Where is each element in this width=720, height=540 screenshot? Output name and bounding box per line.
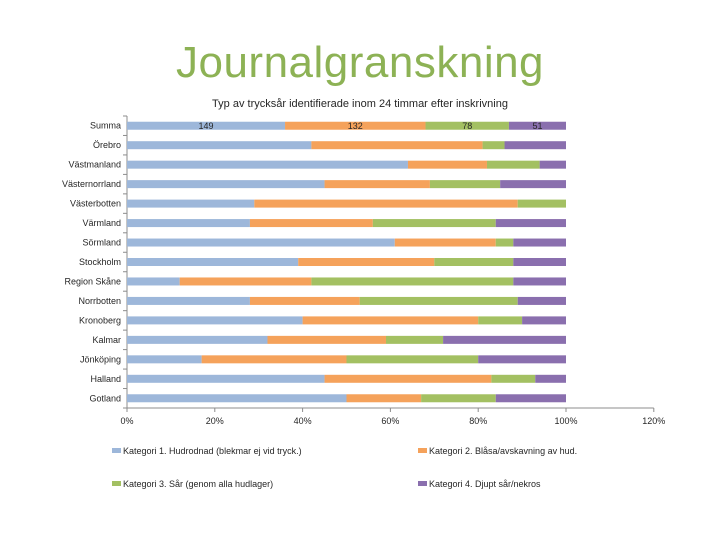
y-tick-label: Örebro [93, 140, 121, 150]
y-tick-label: Värmland [82, 218, 121, 228]
bar-segment [311, 277, 514, 286]
x-tick-label: 40% [294, 416, 312, 426]
x-tick-label: 80% [469, 416, 487, 426]
bar-segment [495, 219, 566, 228]
bar-segment [127, 219, 250, 228]
bar-segment [127, 238, 395, 247]
bar-segment [179, 277, 312, 286]
y-tick-label: Jönköping [80, 354, 121, 364]
legend-label: Kategori 1. Hudrodnad (blekmar ej vid tr… [123, 446, 302, 456]
bar-segment [302, 316, 479, 325]
bar-segment [486, 160, 540, 169]
y-tick-label: Halland [90, 374, 121, 384]
data-label: 51 [532, 121, 542, 131]
bar-segment [491, 374, 536, 383]
bar-segment [127, 374, 325, 383]
bar-segment [267, 335, 387, 344]
plot-area: 0% 20% 40% 60% 80% 100% 120% Summa 149 132 78 51 Öre… [62, 115, 665, 426]
bar-segment [495, 394, 566, 403]
bar-segment [285, 121, 426, 130]
legend-swatch [418, 448, 427, 453]
y-tick-label: Stockholm [79, 257, 121, 267]
bar-segment [249, 219, 373, 228]
bar-segment [539, 160, 566, 169]
bar-segment [324, 180, 430, 189]
bar-segment [513, 238, 566, 247]
bar-segment [500, 180, 566, 189]
bar-segment [482, 141, 505, 150]
y-tick-label: Västmanland [68, 160, 121, 170]
legend-label: Kategori 2. Blåsa/avskavning av hud. [429, 446, 577, 456]
bar-segment [421, 394, 496, 403]
y-tick-label: Västernorrland [62, 179, 121, 189]
bar-segment [127, 160, 408, 169]
y-tick-label: Västerbotten [70, 199, 121, 209]
bar-segment [127, 394, 347, 403]
legend-swatch [112, 448, 121, 453]
bar-segment [522, 316, 566, 325]
y-tick-label: Norrbotten [78, 296, 121, 306]
legend-label: Kategori 4. Djupt sår/nekros [429, 479, 541, 489]
x-tick-label: 100% [554, 416, 577, 426]
bar-segment [127, 335, 268, 344]
bar-segment [517, 199, 566, 208]
x-tick-label: 60% [381, 416, 399, 426]
bar-segment [517, 296, 566, 305]
y-tick-label: Summa [90, 121, 121, 131]
bar-segment [127, 296, 250, 305]
x-tick-label: 0% [120, 416, 133, 426]
bar-segment [513, 258, 566, 266]
data-label: 149 [199, 121, 214, 131]
data-label: 78 [462, 121, 472, 131]
bar-segment [478, 316, 523, 325]
y-tick-label: Kalmar [92, 335, 121, 345]
legend-label: Kategori 3. Sår (genom alla hudlager) [123, 479, 273, 489]
bar-segment [249, 296, 360, 305]
data-label: 132 [348, 121, 363, 131]
bar-segment [201, 355, 347, 364]
bar-segment [324, 374, 492, 383]
bar-segment [359, 296, 518, 305]
y-tick-label: Sörmland [82, 238, 121, 248]
y-tick-label: Region Skåne [64, 276, 121, 286]
bar-segment [127, 277, 180, 286]
legend: Kategori 1. Hudrodnad (blekmar ej vid tr… [112, 446, 577, 489]
bar-segment [346, 355, 479, 364]
legend-swatch [418, 481, 427, 486]
bar-segment [513, 277, 566, 286]
bar-segment [127, 141, 312, 150]
bar-segment [508, 121, 566, 130]
bar-segment [346, 394, 422, 403]
chart-title: Typ av trycksår identifierade inom 24 ti… [212, 98, 508, 110]
bar-segment [394, 238, 496, 247]
bar-segment [425, 121, 509, 130]
bar-segment [443, 335, 566, 344]
legend-swatch [112, 481, 121, 486]
bar-segment [127, 355, 202, 364]
bar-segment [127, 258, 299, 266]
bar-segment [372, 219, 496, 228]
bar-segment [429, 180, 501, 189]
x-tick-label: 20% [206, 416, 224, 426]
bar-segment [535, 374, 566, 383]
slide-title: Journalgranskning [175, 38, 545, 87]
bar-segment [127, 199, 255, 208]
x-tick-label: 120% [642, 416, 665, 426]
bar-segment [495, 238, 514, 247]
bar-segment [311, 141, 483, 150]
bar-segment [127, 121, 286, 130]
bar-segment [127, 180, 325, 189]
y-tick-label: Gotland [89, 393, 121, 403]
y-tick-label: Kronoberg [79, 315, 121, 325]
bar-segment [504, 141, 566, 150]
bar-segment [434, 258, 514, 266]
bar-segment [254, 199, 518, 208]
bar-segment [478, 355, 566, 364]
bar-segment [127, 316, 303, 325]
bar-segment [407, 160, 487, 169]
bar-segment [386, 335, 444, 344]
bar-segment [298, 258, 435, 266]
